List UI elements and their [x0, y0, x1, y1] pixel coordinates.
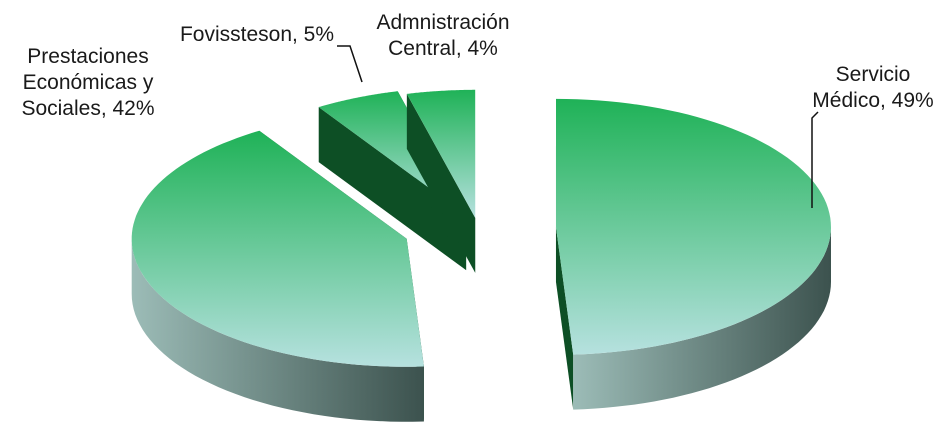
- leader-line: [811, 111, 819, 208]
- data-label: Admnistración Central, 4%: [376, 11, 510, 60]
- slice-wall: [406, 93, 476, 273]
- leader-line: [337, 45, 363, 83]
- data-label: Prestaciones Económicas y Sociales, 42%: [21, 45, 155, 120]
- slice-wall: [555, 226, 574, 410]
- data-label: Fovissteson, 5%: [179, 23, 335, 46]
- slice-top: [555, 98, 831, 355]
- pie-slice: [555, 98, 831, 410]
- slice-wall: [318, 107, 467, 271]
- slice-side: [131, 238, 424, 422]
- slice-top: [406, 89, 476, 218]
- pie-slice: [406, 89, 476, 273]
- pie-slice: [131, 130, 424, 422]
- data-label: Servicio Médico, 49%: [812, 63, 934, 112]
- slice-top: [131, 130, 424, 367]
- slice-side: [573, 226, 831, 410]
